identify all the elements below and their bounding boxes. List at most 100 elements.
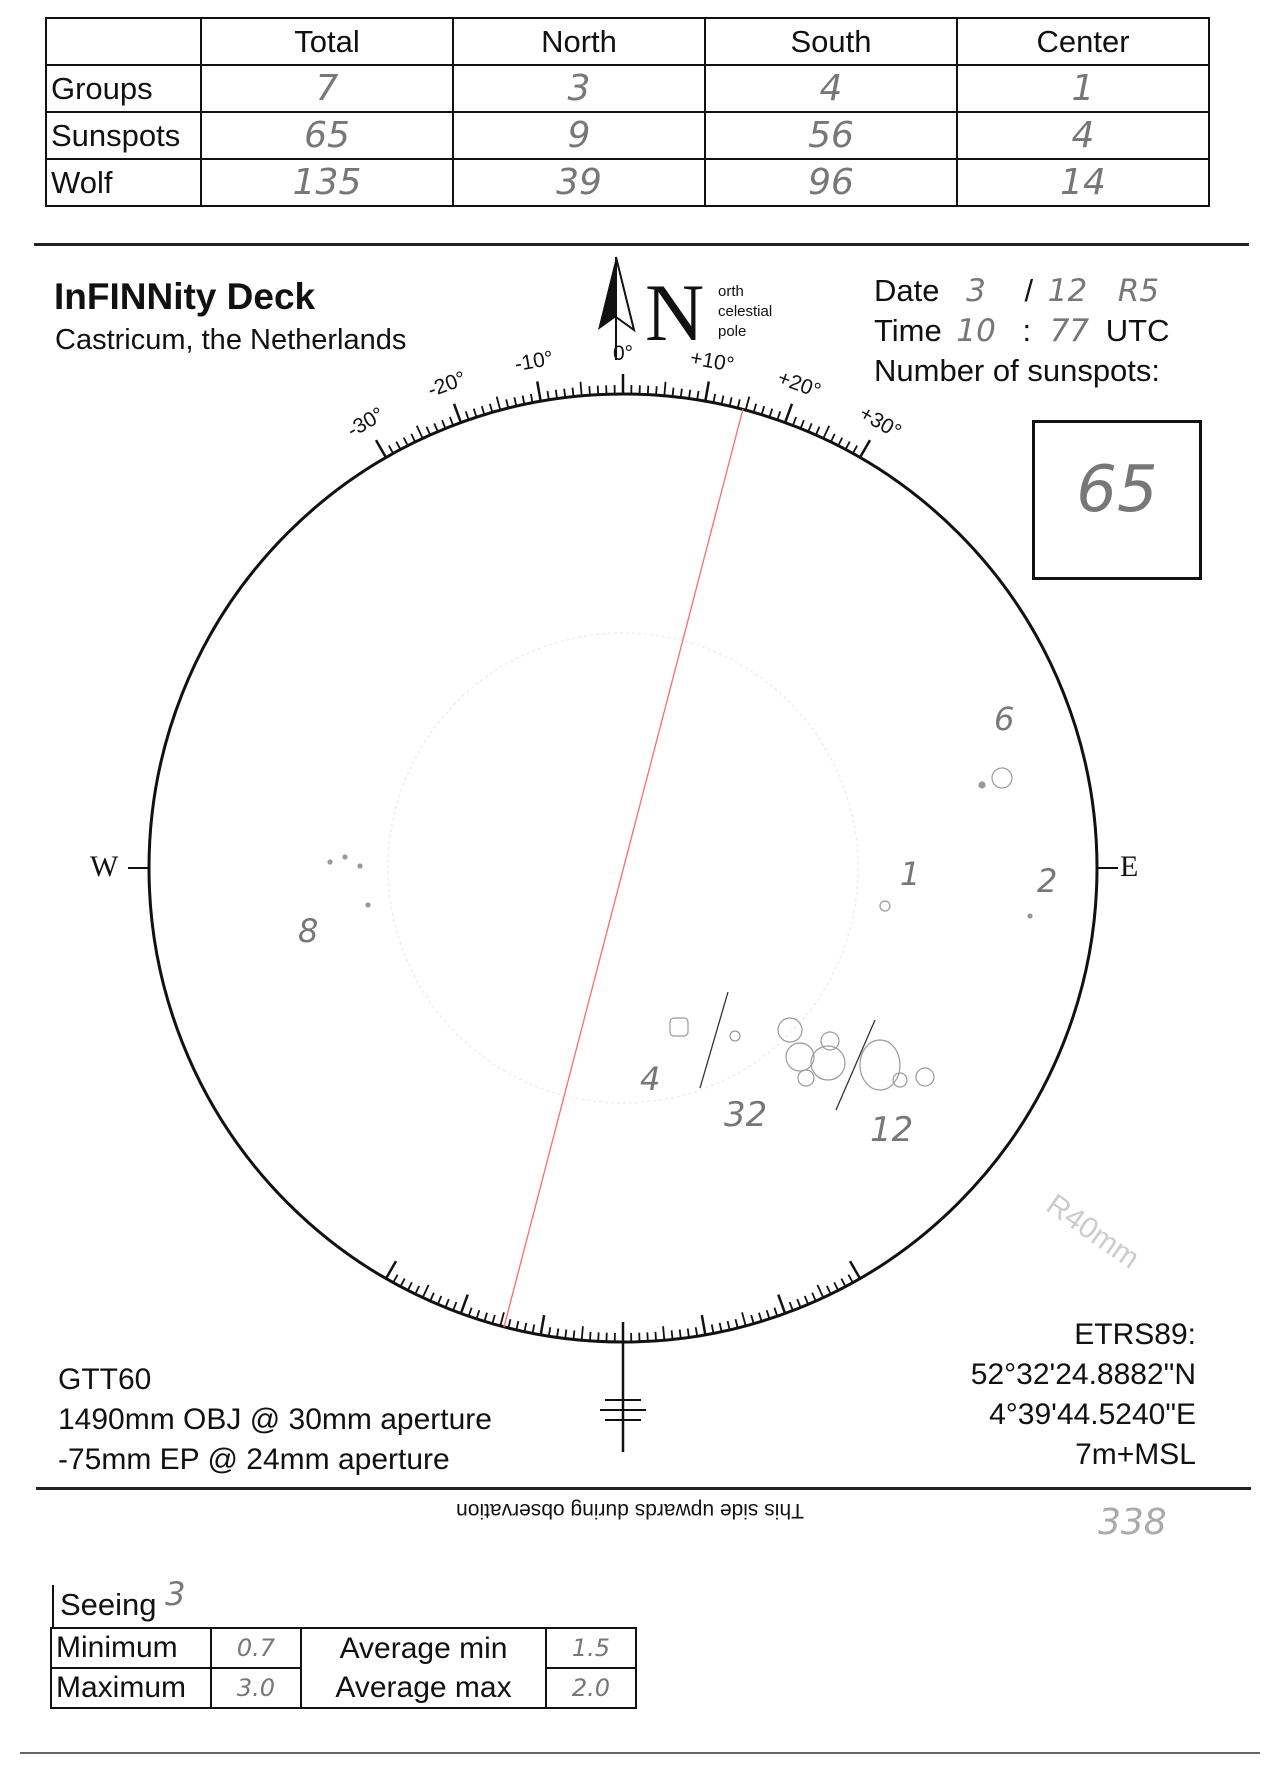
- scale-tick: [744, 396, 751, 411]
- scale-tick: [491, 1314, 496, 1324]
- header-cell: Center: [956, 17, 1210, 66]
- date-month[interactable]: 12: [1047, 273, 1088, 309]
- scale-tick: [734, 1318, 739, 1329]
- scale-tick: [788, 1301, 794, 1311]
- scale-tick: [388, 445, 394, 454]
- scale-tick: [444, 1298, 450, 1308]
- date-year[interactable]: R5: [1117, 273, 1160, 309]
- scale-tick: [436, 1295, 443, 1305]
- scale-tick: [415, 425, 424, 439]
- scale-tick: [402, 437, 409, 447]
- location: Castricum, the Netherlands: [55, 324, 407, 356]
- scale-tick: [811, 1292, 817, 1302]
- group-count: 1: [900, 855, 921, 893]
- scale-tick: [535, 381, 542, 402]
- scale-tick: [803, 1295, 810, 1305]
- scale-tick: [449, 416, 454, 426]
- time-label: Time: [874, 313, 942, 348]
- maximum-value[interactable]: 3.0: [210, 1667, 302, 1709]
- date-day[interactable]: 3: [966, 273, 986, 309]
- sunspots-box[interactable]: 65: [1032, 420, 1202, 580]
- scale-tick: [441, 419, 447, 429]
- scale-tick: [844, 441, 851, 450]
- scale-tick: [679, 388, 683, 398]
- minimum-value[interactable]: 0.7: [210, 1627, 302, 1669]
- position-info: ETRS89: 52°32'24.8882"N 4°39'44.5240"E 7…: [971, 1315, 1196, 1475]
- page-title: InFINNity Deck: [54, 276, 316, 317]
- cell: 4: [956, 111, 1210, 160]
- scale-tick: [507, 1318, 512, 1329]
- scale-tick: [489, 403, 494, 413]
- divider: [34, 243, 1249, 246]
- scale-ticks: [374, 374, 872, 1342]
- scale-tick: [662, 1326, 666, 1341]
- scale-tick: [837, 437, 844, 447]
- time-hour[interactable]: 10: [956, 313, 996, 349]
- cell: 3: [452, 64, 706, 113]
- divider: [20, 1752, 1260, 1754]
- scale-tick: [822, 425, 831, 439]
- scale-tick: [374, 439, 388, 459]
- date-row: Date 3 / 12 R5: [874, 273, 1159, 309]
- scale-tick: [499, 1312, 505, 1327]
- scale-tick: [546, 390, 550, 400]
- scale-tick: [654, 1331, 657, 1341]
- counts-table: Total North South Center Groups 7 3 4 1 …: [45, 17, 1210, 207]
- scale-tick: [760, 405, 766, 415]
- scale-tick: [464, 411, 470, 421]
- cell: 96: [704, 158, 958, 207]
- scale-tick: [670, 1330, 674, 1340]
- table-row: Minimum 0.7 Average min 1.5: [50, 1627, 637, 1669]
- scale-tick: [712, 393, 717, 403]
- scale-tick: [475, 1309, 481, 1320]
- sunspots-label: Number of sunspots:: [874, 353, 1161, 388]
- scale-tick: [663, 381, 667, 396]
- scale-tick: [688, 389, 692, 399]
- scale-tick: [758, 1312, 763, 1322]
- scale-tick: [726, 1320, 731, 1331]
- scale-tick: [678, 1329, 682, 1339]
- scale-tick: [765, 1309, 771, 1320]
- altitude: 7m+MSL: [1075, 1438, 1196, 1471]
- scale-tick: [718, 1322, 723, 1332]
- scale-tick: [847, 1274, 854, 1284]
- scale-tick: [572, 1330, 576, 1340]
- scale-tick: [395, 441, 402, 450]
- row-label: Groups: [45, 64, 202, 113]
- table-row: Groups 7 3 4 1: [45, 64, 1210, 113]
- scale-tick: [571, 387, 575, 397]
- table-row: Maximum 3.0 Average max 2.0: [50, 1667, 637, 1709]
- instrument-eyepiece: -75mm EP @ 24mm aperture: [58, 1443, 450, 1476]
- scale-tick: [433, 423, 439, 433]
- time-unit: UTC: [1105, 313, 1170, 348]
- scale-tick: [686, 1328, 690, 1338]
- avg-min-value[interactable]: 1.5: [545, 1627, 637, 1669]
- scale-tick: [750, 1314, 755, 1324]
- cell: 1: [956, 64, 1210, 113]
- note-line: pole: [718, 323, 747, 340]
- cell: 65: [200, 111, 454, 160]
- east-label: E: [1120, 850, 1139, 883]
- row-label: Average min: [300, 1627, 547, 1668]
- scale-tick: [773, 1307, 779, 1317]
- avg-max-value[interactable]: 2.0: [545, 1667, 637, 1709]
- time-minute[interactable]: 77: [1049, 313, 1090, 349]
- cell: 56: [704, 111, 958, 160]
- header-cell: Total: [200, 17, 454, 66]
- scale-tick: [539, 1314, 546, 1336]
- row-label: Minimum: [50, 1627, 212, 1669]
- seeing-value[interactable]: 3: [165, 1575, 186, 1613]
- divider: [36, 1487, 1251, 1490]
- scale-tick: [547, 1327, 552, 1337]
- scale-tick: [392, 1274, 399, 1284]
- scale-tick: [783, 403, 794, 424]
- group-count: 12: [870, 1110, 914, 1150]
- scale-tick: [410, 433, 417, 443]
- scale-tick: [495, 396, 502, 411]
- scale-tick: [523, 1322, 528, 1332]
- date-label: Date: [874, 273, 940, 308]
- scale-tick: [826, 1285, 832, 1295]
- scale-tick: [580, 1326, 584, 1341]
- scale-label: 0°: [612, 342, 634, 365]
- note-line: orth: [718, 283, 744, 300]
